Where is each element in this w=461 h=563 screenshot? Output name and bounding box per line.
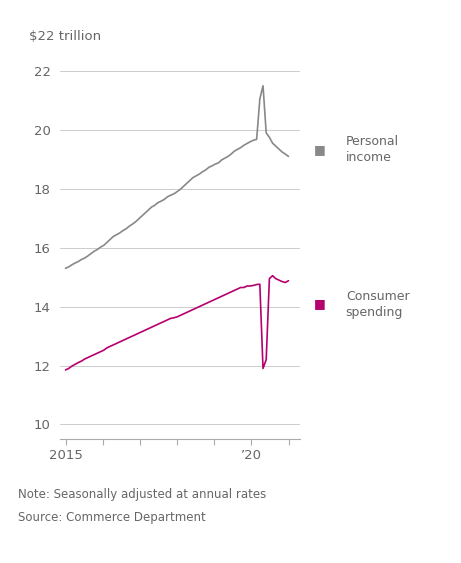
Text: $22 trillion: $22 trillion (29, 30, 101, 43)
Text: ■: ■ (313, 297, 325, 311)
Text: Consumer
spending: Consumer spending (346, 289, 409, 319)
Text: Personal
income: Personal income (346, 135, 399, 164)
Text: Source: Commerce Department: Source: Commerce Department (18, 511, 206, 524)
Text: Note: Seasonally adjusted at annual rates: Note: Seasonally adjusted at annual rate… (18, 488, 267, 501)
Text: ■: ■ (313, 142, 325, 156)
